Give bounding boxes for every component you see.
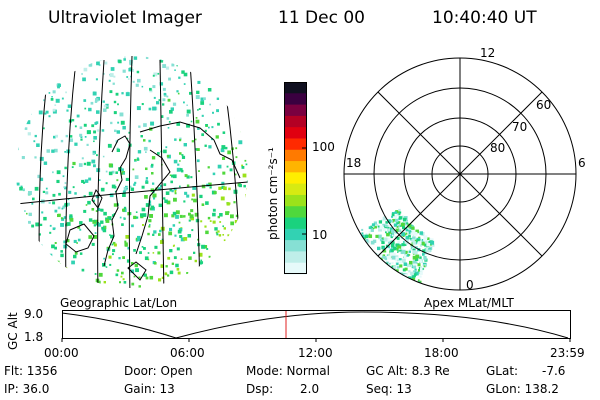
polar-plot	[343, 57, 577, 291]
colorbar-cell	[284, 240, 307, 252]
colorbar	[284, 82, 307, 275]
colorbar-cell	[284, 82, 307, 94]
time-label: 10:40:40 UT	[432, 8, 537, 28]
coastlines	[65, 121, 241, 281]
status-dsp-label: Dsp:	[246, 382, 274, 396]
mlt-label-0: 0	[466, 278, 474, 292]
colorbar-cell	[284, 115, 307, 128]
colorbar-tick-100: 100	[312, 140, 335, 154]
mlt-label-12: 12	[480, 46, 496, 60]
colorbar-cell	[284, 127, 307, 139]
left-panel-caption: Geographic Lat/Lon	[60, 296, 178, 310]
colorbar-cell	[284, 251, 307, 264]
mlt-label-18: 18	[346, 156, 362, 170]
colorbar-cell	[284, 183, 307, 196]
status-door: Door: Open	[124, 364, 193, 378]
lat-label-60: 60	[536, 98, 552, 112]
colorbar-cell	[284, 217, 307, 230]
status-mode: Mode: Normal	[246, 364, 330, 378]
status-gc-altitude: GC Alt: 8.3 Re	[366, 364, 450, 378]
lat-label-80: 80	[490, 141, 506, 155]
altitude-xtick-2359: 23:59	[550, 346, 585, 360]
colorbar-cell	[284, 138, 307, 151]
colorbar-cell	[284, 262, 307, 275]
altitude-ytick-1-8: 1.8	[24, 330, 44, 344]
polar-emission-speckles	[356, 208, 435, 287]
status-gain: Gain: 13	[124, 382, 175, 396]
altitude-plot	[61, 310, 571, 342]
right-panel-caption: Apex MLat/MLT	[424, 296, 514, 310]
colorbar-cell	[284, 228, 307, 241]
colorbar-cell	[284, 149, 307, 162]
altitude-xtick-1200: 12:00	[298, 346, 333, 360]
colorbar-cell	[284, 206, 307, 219]
status-ip: IP: 36.0	[4, 382, 50, 396]
colorbar-cell	[284, 93, 307, 106]
instrument-title: Ultraviolet Imager	[48, 8, 202, 28]
colorbar-unit-label: photon cm⁻²s⁻¹	[266, 147, 280, 240]
altitude-ytick-9: 9.0	[24, 307, 44, 321]
colorbar-cell	[284, 172, 307, 185]
altitude-xtick-1800: 18:00	[424, 346, 459, 360]
geographic-image	[16, 56, 248, 288]
colorbar-cell	[284, 104, 307, 117]
polar-diagonal-b	[377, 91, 543, 257]
status-glon: GLon: 138.2	[486, 382, 559, 396]
lat-label-70: 70	[512, 120, 528, 134]
status-sequence: Seq: 13	[366, 382, 412, 396]
altitude-ylabel: GC Alt	[6, 312, 20, 350]
status-dsp-value: 2.0	[300, 382, 320, 396]
altitude-xtick-0600: 06:00	[170, 346, 205, 360]
status-flight: Flt: 1356	[4, 364, 58, 378]
altitude-xtick-0000: 00:00	[44, 346, 79, 360]
colorbar-cell	[284, 161, 307, 173]
status-glat-label: GLat:	[486, 364, 519, 378]
colorbar-cell	[284, 194, 307, 207]
colorbar-tick-10: 10	[312, 228, 328, 242]
mlt-label-6: 6	[578, 156, 586, 170]
status-glat-value: -7.6	[542, 364, 566, 378]
date-label: 11 Dec 00	[278, 8, 365, 28]
